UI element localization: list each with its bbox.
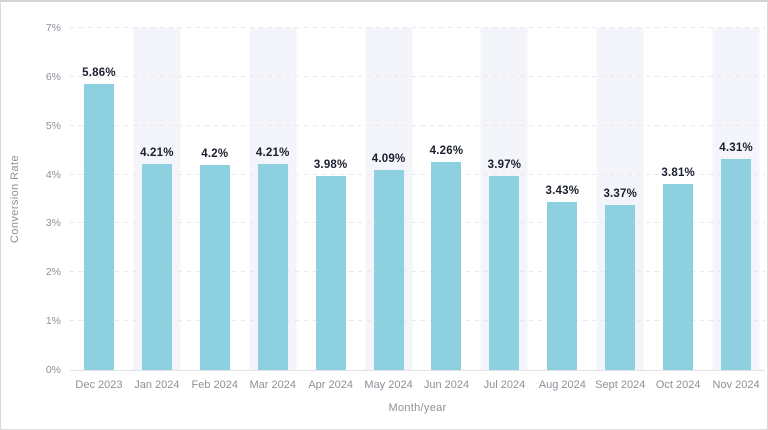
bar-value-label: 4.2%	[201, 147, 229, 160]
bar-column: 3.98% Apr 2024	[302, 28, 360, 391]
bar-column: 4.26% Jun 2024	[418, 28, 476, 391]
gridlines-layer	[70, 27, 765, 370]
plot-area: 5.86% Dec 2023 4.21% Jan 2024 4.2% Feb 2024 4.…	[70, 27, 765, 391]
bar-column: 4.21% Jan 2024	[128, 28, 186, 391]
bar[interactable]	[431, 161, 462, 370]
bar-value-label: 4.09%	[371, 153, 406, 166]
x-tick-label: Apr 2024	[308, 379, 353, 391]
x-tick-label: May 2024	[364, 379, 413, 391]
x-tick-label: Oct 2024	[655, 379, 701, 391]
bar-value-label: 3.97%	[487, 159, 522, 172]
y-tick-label: 2%	[45, 266, 61, 279]
x-axis-title: Month/year	[388, 402, 447, 414]
y-tick-label: 3%	[45, 217, 61, 230]
bar-column: 4.31% Nov 2024	[707, 28, 765, 391]
x-tick-label: Mar 2024	[249, 379, 296, 391]
y-tick-label: 4%	[45, 168, 61, 181]
bar-column: 3.43% Aug 2024	[533, 28, 591, 391]
x-tick-label: Sept 2024	[595, 379, 646, 391]
x-tick-label: Jul 2024	[483, 379, 526, 391]
y-tick-label: 1%	[45, 315, 61, 328]
bar[interactable]	[489, 176, 520, 370]
gridline	[70, 124, 765, 126]
x-tick-label: Feb 2024	[191, 379, 239, 391]
bar-value-label: 3.37%	[603, 188, 638, 201]
bar-column: 3.97% Jul 2024	[475, 28, 533, 391]
bar-column: 4.21% Mar 2024	[244, 28, 302, 391]
bar[interactable]	[605, 205, 636, 370]
bar-columns-layer: 5.86% Dec 2023 4.21% Jan 2024 4.2% Feb 2024 4.…	[70, 28, 765, 391]
bar-value-label: 4.21%	[140, 147, 174, 160]
bar[interactable]	[83, 83, 114, 370]
x-tick-label: Nov 2024	[712, 379, 760, 391]
bar[interactable]	[315, 175, 346, 370]
bar[interactable]	[547, 202, 578, 370]
gridline	[70, 222, 765, 224]
bar-value-label: 3.81%	[661, 166, 695, 179]
bar-value-label: 4.26%	[429, 144, 464, 157]
bar[interactable]	[199, 164, 230, 370]
gridline	[70, 173, 765, 175]
x-tick-label: Jun 2024	[423, 379, 470, 391]
x-tick-label: Aug 2024	[538, 379, 586, 391]
bar[interactable]	[373, 170, 404, 370]
bar-column: 5.86% Dec 2023	[70, 28, 128, 391]
bar-column: 4.2% Feb 2024	[186, 28, 244, 391]
bar-value-label: 3.98%	[313, 158, 348, 171]
y-axis-tick-labels: 0% 1% 2% 3% 4% 5% 6% 7%	[1, 22, 61, 376]
bar[interactable]	[141, 164, 172, 370]
bar-column: 3.37% Sept 2024	[591, 28, 649, 391]
y-tick-label: 7%	[45, 22, 61, 34]
bar-value-label: 4.31%	[719, 142, 753, 155]
x-tick-label: Dec 2023	[75, 379, 123, 391]
y-tick-label: 6%	[45, 70, 61, 83]
x-tick-label: Jan 2024	[134, 379, 180, 391]
bar[interactable]	[663, 183, 694, 370]
y-tick-label: 5%	[45, 119, 61, 132]
bar[interactable]	[257, 164, 288, 370]
gridline	[70, 27, 765, 28]
y-tick-label: 0%	[45, 364, 61, 376]
bar-column: 3.81% Oct 2024	[649, 28, 707, 391]
bar-value-label: 4.21%	[255, 147, 290, 160]
gridline	[70, 271, 765, 273]
gridline	[70, 75, 765, 77]
bar-value-label: 5.86%	[82, 66, 116, 79]
gridline	[70, 320, 765, 322]
bar-column: 4.09% May 2024	[360, 28, 418, 391]
bar-value-label: 3.43%	[545, 185, 580, 198]
bar[interactable]	[721, 159, 752, 370]
